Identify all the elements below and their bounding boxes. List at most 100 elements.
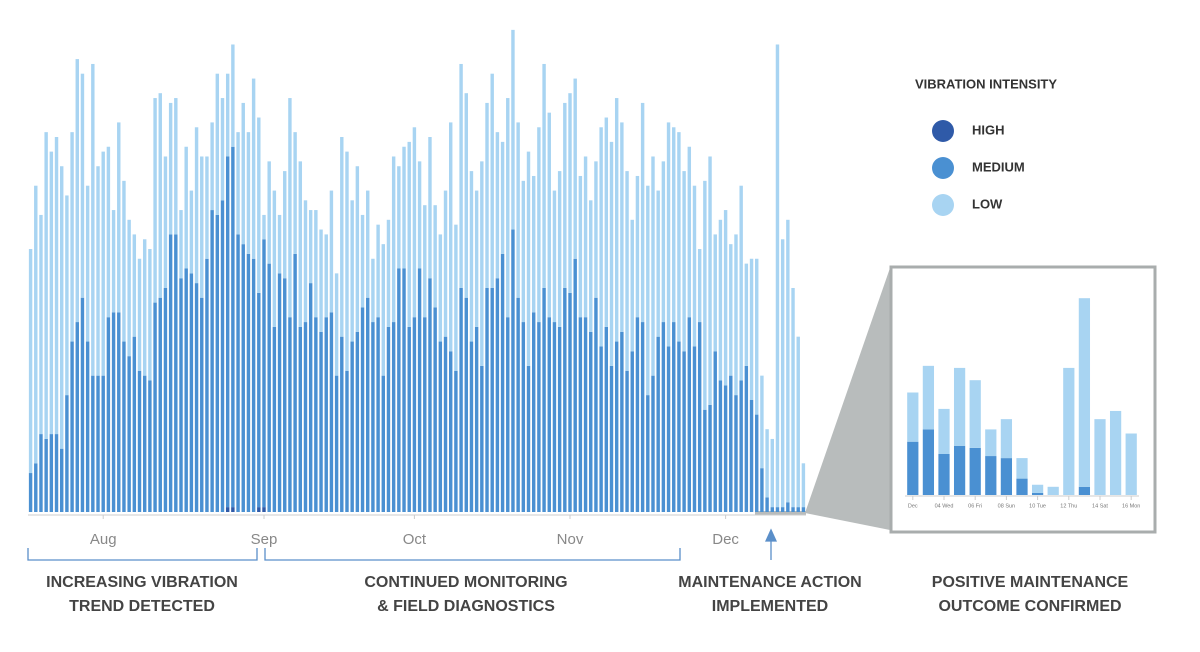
- caption: POSITIVE MAINTENANCE: [932, 574, 1129, 591]
- caption: TREND DETECTED: [69, 598, 215, 615]
- bracket: [264, 548, 681, 561]
- bar-segment: [231, 146, 235, 508]
- bar-segment: [168, 102, 173, 235]
- bar-segment: [163, 287, 168, 512]
- caption: INCREASING VIBRATION: [46, 574, 238, 591]
- x-tick-label: 10 Tue: [1029, 503, 1046, 509]
- bar-segment: [682, 171, 686, 352]
- bar-segment: [651, 375, 655, 512]
- bar-segment: [666, 346, 671, 512]
- bar-segment: [371, 322, 375, 512]
- bar-segment: [922, 429, 935, 495]
- bar-segment: [474, 326, 479, 512]
- bar-segment: [153, 302, 157, 512]
- bar-segment: [568, 93, 572, 293]
- bar-segment: [713, 234, 717, 352]
- bar-segment: [1109, 410, 1122, 495]
- bar-segment: [96, 166, 100, 376]
- legend-label: HIGH: [972, 122, 1005, 137]
- bar-segment: [537, 127, 541, 323]
- bar-segment: [308, 283, 313, 512]
- bar-segment: [225, 73, 230, 157]
- bar-segment: [402, 268, 406, 512]
- x-tick-label: Dec: [908, 503, 918, 509]
- bar-segment: [760, 375, 764, 469]
- bar-segment: [381, 244, 385, 376]
- bar-segment: [319, 331, 323, 512]
- bar-segment: [137, 258, 142, 371]
- bar-segment: [713, 351, 717, 512]
- bar-segment: [277, 214, 282, 274]
- bar-segment: [780, 239, 785, 508]
- bar-segment: [246, 132, 251, 254]
- legend-label: LOW: [972, 196, 1003, 211]
- bar-segment: [578, 175, 583, 318]
- bar-segment: [39, 434, 43, 512]
- bar-segment: [557, 326, 562, 512]
- caption: OUTCOME CONFIRMED: [938, 598, 1121, 615]
- bar-segment: [1000, 458, 1013, 495]
- bar-segment: [969, 380, 981, 448]
- bar-segment: [60, 166, 64, 449]
- bar-segment: [428, 137, 432, 279]
- bar-segment: [438, 234, 443, 342]
- bar-segment: [594, 297, 598, 512]
- bar-segment: [262, 214, 266, 240]
- bar-segment: [495, 278, 500, 512]
- bar-segment: [770, 438, 774, 508]
- bar-segment: [708, 404, 712, 512]
- bar-segment: [44, 132, 48, 439]
- bar-segment: [459, 287, 463, 512]
- bracket: [27, 548, 258, 561]
- bar-segment: [293, 132, 297, 254]
- bar-segment: [272, 326, 277, 512]
- legend-swatch: [932, 157, 954, 179]
- caption: IMPLEMENTED: [712, 598, 828, 615]
- bar-segment: [599, 346, 603, 512]
- legend-title: VIBRATION INTENSITY: [915, 76, 1057, 91]
- bar-segment: [75, 59, 79, 323]
- bar-segment: [531, 312, 536, 512]
- bar-segment: [386, 326, 391, 512]
- bar-segment: [288, 98, 292, 318]
- bar-segment: [101, 375, 105, 512]
- bar-segment: [158, 297, 162, 512]
- bar-segment: [635, 175, 640, 318]
- bar-segment: [506, 317, 510, 512]
- arrow: [764, 528, 778, 560]
- bar-segment: [376, 224, 380, 318]
- bar-segment: [677, 341, 681, 512]
- bar-segment: [953, 367, 966, 446]
- bar-segment: [148, 249, 152, 381]
- bar-segment: [225, 507, 230, 512]
- x-tick-label: 16 Mon: [1122, 503, 1140, 509]
- bar-segment: [552, 190, 557, 323]
- bar-segment: [604, 117, 609, 327]
- bar-segment: [340, 336, 344, 512]
- bar-segment: [490, 73, 494, 288]
- x-tick-label: 08 Sun: [998, 503, 1015, 509]
- bar-segment: [350, 200, 354, 342]
- bar-segment: [189, 273, 194, 512]
- bar-segment: [661, 161, 666, 323]
- bar-segment: [922, 365, 935, 430]
- bar-segment: [672, 322, 676, 512]
- bar-segment: [1078, 486, 1091, 495]
- bar-segment: [371, 258, 375, 323]
- bar-segment: [117, 312, 121, 512]
- bar-segment: [635, 317, 640, 512]
- bar-segment: [262, 507, 266, 512]
- bar-segment: [563, 287, 567, 512]
- bar-segment: [85, 341, 90, 512]
- bar-segment: [907, 392, 919, 442]
- bar-segment: [547, 112, 551, 318]
- bar-segment: [329, 190, 334, 313]
- bar-segment: [718, 219, 723, 381]
- x-tick-label: Oct: [403, 531, 427, 548]
- bar-segment: [423, 317, 427, 512]
- bar-segment: [604, 326, 609, 512]
- x-tick-label: 04 Wed: [935, 503, 954, 509]
- bar-segment: [454, 370, 458, 512]
- bar-segment: [511, 229, 515, 513]
- bar-segment: [640, 102, 645, 323]
